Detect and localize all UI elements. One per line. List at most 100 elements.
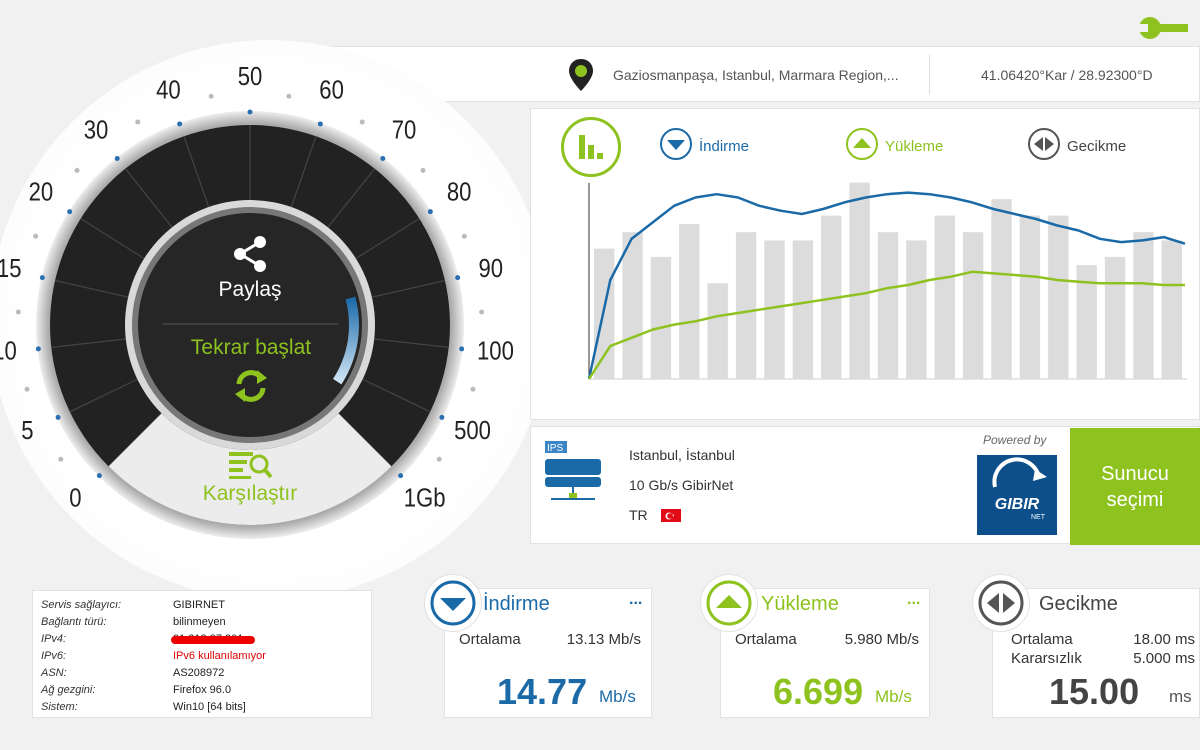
download-arrow-icon <box>430 580 476 626</box>
gauge-segment-line <box>51 338 126 348</box>
location-bar: Gaziosmanpaşa, Istanbul, Marmara Region,… <box>310 46 1200 102</box>
gauge-minor-dot <box>58 456 64 462</box>
info-key: IPv6: <box>41 650 67 662</box>
chart-bar <box>849 182 870 379</box>
restart-button[interactable]: Tekrar başlat <box>170 336 332 416</box>
gauge-segment-line <box>183 136 210 208</box>
gauge-segment-line <box>327 168 376 228</box>
gauge-tick-label: 70 <box>392 116 417 145</box>
gauge-tick-mark <box>380 155 386 161</box>
info-value-redacted: 91.212.87.201 <box>171 631 255 648</box>
download-arrow-icon <box>659 127 693 165</box>
gauge-tick-mark <box>55 414 61 420</box>
ping-arrows-icon <box>1027 127 1061 165</box>
legend-download[interactable]: İndirme <box>659 127 749 165</box>
info-value: bilinmeyen <box>173 616 226 628</box>
gauge-tick-label: 10 <box>0 337 17 366</box>
ping-avg-label: Ortalama <box>1011 631 1073 648</box>
compare-button[interactable]: Karşılaştır <box>190 450 310 516</box>
upload-more[interactable]: ... <box>907 591 921 608</box>
map-pin-icon <box>567 57 595 98</box>
gauge-tick-mark <box>35 346 41 352</box>
bar-chart-icon[interactable] <box>561 117 621 177</box>
download-more[interactable]: ... <box>629 591 643 608</box>
info-key: Ağ gezgini: <box>41 684 96 696</box>
server-icon: IPS <box>543 441 603 510</box>
chart-bar <box>934 215 955 379</box>
share-icon <box>200 230 300 278</box>
gauge-minor-dot <box>33 233 39 239</box>
gauge-segment-line <box>371 279 446 298</box>
ping-average: Ortalama 18.00 ms <box>1011 631 1195 648</box>
download-avg-value: 13.13 Mb/s <box>566 631 641 648</box>
gauge-tick-label: 60 <box>319 76 344 105</box>
gauge-tick-label: 30 <box>84 116 109 145</box>
gauge-tick-mark <box>427 209 433 215</box>
gauge-minor-dot <box>208 93 214 99</box>
gauge-tick-mark <box>247 109 253 115</box>
upload-avg-value: 5.980 Mb/s <box>844 631 919 648</box>
logo-sub-text: NET <box>1031 514 1045 521</box>
gauge-minor-dot <box>479 309 485 315</box>
gauge-segment-line <box>362 378 431 413</box>
gauge-tick-mark <box>114 155 120 161</box>
gauge-tick-label: 0 <box>69 484 81 513</box>
gauge-minor-dot <box>24 386 30 392</box>
chart-bar <box>991 199 1012 379</box>
restart-label: Tekrar başlat <box>190 336 312 359</box>
download-unit: Mb/s <box>599 687 636 706</box>
gauge-tick-label: 50 <box>238 62 263 91</box>
legend-ping[interactable]: Gecikme <box>1027 127 1126 165</box>
gauge-tick-label: 5 <box>21 416 33 445</box>
gauge-tick-label: 500 <box>454 416 491 445</box>
legend-upload[interactable]: Yükleme <box>845 127 943 165</box>
compare-wedge[interactable] <box>108 413 392 525</box>
ping-avg-value: 18.00 ms <box>1133 631 1195 648</box>
chart-bar <box>962 232 984 379</box>
info-key: Bağlantı türü: <box>41 616 107 628</box>
wrench-icon[interactable] <box>1138 14 1190 42</box>
gauge-tick-mark <box>317 121 323 127</box>
upload-title: Yükleme <box>761 593 839 615</box>
info-key: ASN: <box>41 667 67 679</box>
server-select-button[interactable]: Sunucu seçimi <box>1070 428 1200 545</box>
compare-icon <box>190 450 310 480</box>
info-row: Ağ gezgini: Firefox 96.0 <box>41 682 363 699</box>
gauge-segment-line <box>355 218 420 260</box>
gibirnet-logo[interactable]: GIBIR NET <box>977 455 1057 535</box>
gauge-minor-dot <box>15 309 21 315</box>
upload-arrow-icon <box>845 127 879 165</box>
ping-arrows-icon <box>978 580 1024 626</box>
info-row: IPv6: IPv6 kullanılamıyor <box>41 648 363 665</box>
info-row: Bağlantı türü: bilinmeyen <box>41 614 363 631</box>
info-value: Win10 [64 bits] <box>173 701 246 713</box>
gauge-tick-mark <box>455 275 461 281</box>
upload-big-value: 6.699 <box>773 671 864 712</box>
legend-download-label: İndirme <box>699 137 750 155</box>
info-value: Firefox 96.0 <box>173 684 232 696</box>
server-btn-line2: seçimi <box>1106 488 1164 511</box>
gauge-minor-dot <box>135 119 141 125</box>
chart-bar <box>735 232 757 379</box>
share-button[interactable]: Paylaş <box>200 230 300 310</box>
ping-title: Gecikme <box>1039 593 1118 615</box>
gauge-tick-mark <box>96 473 102 479</box>
gauge-tick-label: 80 <box>447 178 472 207</box>
gauge-minor-dot <box>359 119 365 125</box>
gauge-minor-dot <box>286 93 292 99</box>
gauge-tick-mark <box>67 209 73 215</box>
info-key: Sistem: <box>41 701 78 713</box>
logo-text: GIBIR <box>994 496 1040 513</box>
gauge-tick-mark <box>398 473 404 479</box>
info-value: GIBIRNET <box>173 599 225 611</box>
powered-by-text: Powered by <box>983 433 1047 447</box>
gauge-tick-mark <box>459 346 465 352</box>
chart-bar <box>792 240 814 379</box>
info-key: IPv4: <box>41 633 67 645</box>
info-row: IPv4: 91.212.87.201 <box>41 631 363 648</box>
upload-average: Ortalama 5.980 Mb/s <box>735 631 919 648</box>
download-avg-label: Ortalama <box>459 631 521 648</box>
info-value: IPv6 kullanılamıyor <box>173 650 266 662</box>
gauge-minor-dot <box>420 167 426 173</box>
ping-badge <box>972 574 1030 632</box>
